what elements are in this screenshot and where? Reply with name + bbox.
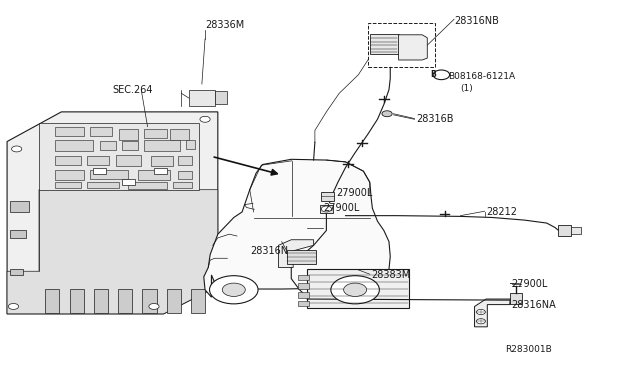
Bar xyxy=(178,171,192,179)
Bar xyxy=(186,140,195,149)
Circle shape xyxy=(209,276,258,304)
Polygon shape xyxy=(39,123,198,190)
Bar xyxy=(167,289,180,313)
Text: 28316B: 28316B xyxy=(416,114,453,124)
Bar xyxy=(191,289,205,313)
Bar xyxy=(55,182,81,188)
Circle shape xyxy=(149,304,159,310)
Bar xyxy=(145,140,179,151)
Polygon shape xyxy=(399,35,428,60)
Text: 28316N: 28316N xyxy=(250,246,288,256)
Bar xyxy=(129,182,167,189)
Bar xyxy=(320,205,333,214)
Bar xyxy=(122,179,135,185)
Circle shape xyxy=(344,283,367,296)
Bar xyxy=(90,127,113,136)
Bar xyxy=(170,129,189,140)
Bar xyxy=(368,23,435,67)
Bar xyxy=(298,283,309,289)
Text: (1): (1) xyxy=(461,84,473,93)
Polygon shape xyxy=(7,190,218,314)
Bar xyxy=(307,269,410,308)
Bar xyxy=(138,170,170,180)
Bar xyxy=(118,289,132,313)
Polygon shape xyxy=(474,299,510,327)
Bar xyxy=(119,129,138,140)
Polygon shape xyxy=(7,112,218,314)
Text: 27900L: 27900L xyxy=(336,188,372,198)
Text: 28383M: 28383M xyxy=(371,270,410,280)
Bar xyxy=(189,90,214,106)
Text: 27900L: 27900L xyxy=(511,279,548,289)
Bar xyxy=(55,170,84,180)
Bar xyxy=(558,225,571,236)
Bar xyxy=(90,170,129,179)
Circle shape xyxy=(8,304,19,310)
Bar xyxy=(214,92,227,105)
Circle shape xyxy=(200,116,210,122)
Text: 27900L: 27900L xyxy=(323,203,360,213)
Bar xyxy=(287,250,316,264)
Text: 28316NB: 28316NB xyxy=(454,16,499,26)
Polygon shape xyxy=(204,159,390,297)
Bar xyxy=(45,289,60,313)
Bar xyxy=(298,301,309,307)
Circle shape xyxy=(222,283,245,296)
Text: B: B xyxy=(430,70,436,78)
Bar xyxy=(70,289,84,313)
Bar xyxy=(10,201,29,212)
Bar xyxy=(55,155,81,165)
Bar xyxy=(10,231,26,238)
Bar xyxy=(298,275,309,280)
Circle shape xyxy=(321,206,332,212)
Circle shape xyxy=(331,276,380,304)
Bar xyxy=(571,227,580,234)
Bar xyxy=(298,292,309,298)
Bar xyxy=(122,141,138,150)
Bar xyxy=(87,155,109,165)
Circle shape xyxy=(12,146,22,152)
Bar xyxy=(100,141,116,150)
Bar xyxy=(55,127,84,136)
Text: 28316NA: 28316NA xyxy=(511,299,556,310)
Text: B08168-6121A: B08168-6121A xyxy=(448,72,515,81)
Text: R283001B: R283001B xyxy=(505,344,552,353)
Text: SEC.264: SEC.264 xyxy=(113,85,153,94)
Text: 28336M: 28336M xyxy=(205,20,244,31)
Bar xyxy=(510,294,522,304)
Bar xyxy=(55,140,93,151)
Bar xyxy=(154,168,167,174)
Circle shape xyxy=(476,310,485,315)
Bar xyxy=(143,289,157,313)
Text: 28212: 28212 xyxy=(486,207,517,217)
Circle shape xyxy=(433,70,450,80)
Bar xyxy=(116,155,141,166)
Bar xyxy=(94,289,108,313)
Polygon shape xyxy=(278,240,314,267)
Bar xyxy=(93,168,106,174)
Bar xyxy=(87,182,119,188)
Bar xyxy=(145,129,167,138)
Circle shape xyxy=(476,319,485,324)
Bar xyxy=(370,34,399,54)
Circle shape xyxy=(382,111,392,117)
Bar xyxy=(10,269,23,275)
Bar xyxy=(151,156,173,166)
Bar xyxy=(173,182,192,188)
Bar xyxy=(178,156,192,164)
Bar xyxy=(321,192,334,201)
